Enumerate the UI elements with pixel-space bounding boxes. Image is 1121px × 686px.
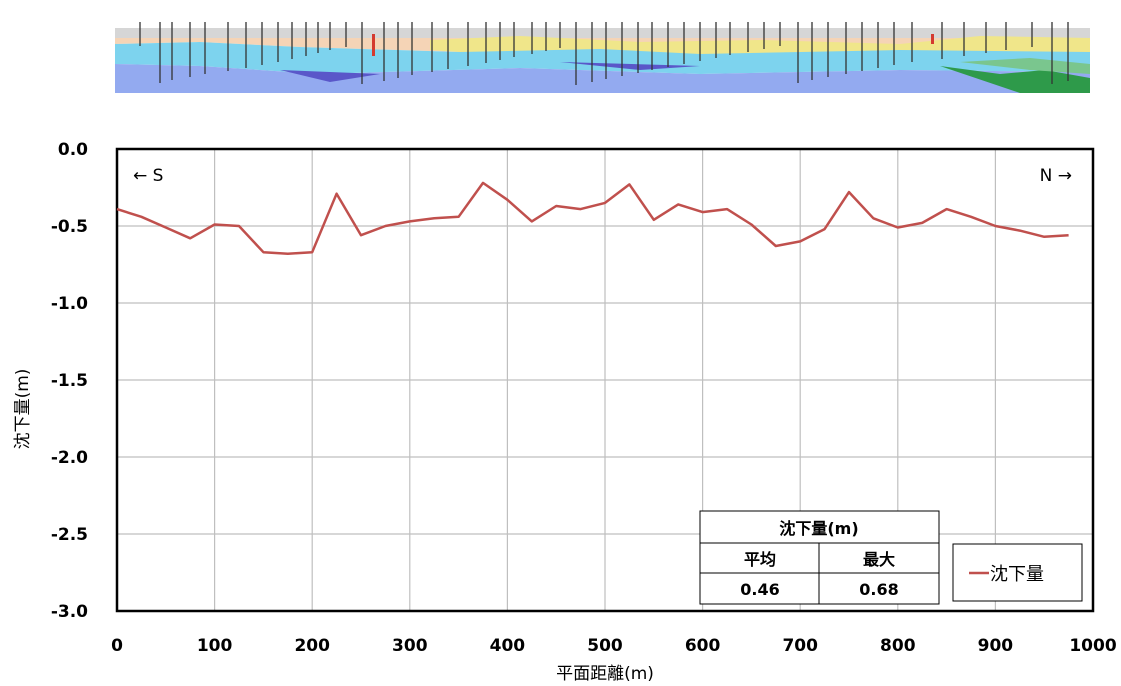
x-tick-label: 800 — [880, 636, 916, 656]
y-tick-label: -1.0 — [51, 294, 88, 314]
x-tick-label: 300 — [392, 636, 428, 656]
x-tick-label: 200 — [294, 636, 330, 656]
x-tick-label: 700 — [782, 636, 818, 656]
north-direction-label: N → — [1040, 166, 1072, 186]
y-tick-label: -2.0 — [51, 448, 88, 468]
x-tick-label: 1000 — [1069, 636, 1116, 656]
stats-average-value: 0.46 — [740, 580, 779, 599]
x-tick-label: 0 — [111, 636, 123, 656]
stats-col-maximum: 最大 — [863, 550, 895, 569]
y-tick-labels: 0.0 -0.5 -1.0 -1.5 -2.0 -2.5 -3.0 — [51, 140, 88, 622]
series-layer — [116, 181, 1069, 255]
x-tick-label: 500 — [587, 636, 623, 656]
legend: 沈下量 — [952, 543, 1083, 602]
plot-frame — [115, 147, 1095, 613]
stats-maximum-value: 0.68 — [859, 580, 898, 599]
x-tick-label: 100 — [197, 636, 233, 656]
series-line-settlement — [116, 181, 1069, 255]
x-tick-label: 400 — [490, 636, 526, 656]
x-tick-label: 900 — [978, 636, 1014, 656]
borehole-lines — [139, 22, 1069, 85]
stats-table-header: 沈下量(m) — [779, 519, 858, 538]
plot-area — [115, 147, 1095, 613]
y-tick-label: -0.5 — [51, 217, 88, 237]
y-tick-label: 0.0 — [58, 140, 88, 160]
y-tick-label: -3.0 — [51, 602, 88, 622]
stats-table: 沈下量(m) 平均 最大 0.46 0.68 — [699, 510, 940, 605]
geologic-cross-section-strip — [115, 20, 1090, 93]
legend-entry: 沈下量 — [990, 564, 1044, 585]
y-axis-title: 沈下量(m) — [13, 369, 33, 450]
x-axis-title: 平面距離(m) — [556, 664, 654, 684]
y-tick-label: -2.5 — [51, 525, 88, 545]
y-tick-label: -1.5 — [51, 371, 88, 391]
south-direction-label: ← S — [133, 166, 163, 186]
stats-col-average: 平均 — [744, 550, 776, 569]
x-tick-labels: 0 100 200 300 400 500 600 700 800 900 1000 — [111, 636, 1117, 656]
x-tick-label: 600 — [685, 636, 721, 656]
